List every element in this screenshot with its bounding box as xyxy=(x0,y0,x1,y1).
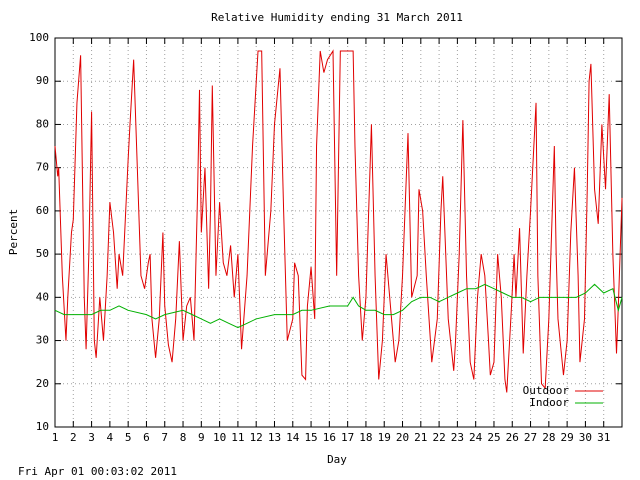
x-tick-label: 6 xyxy=(143,431,150,444)
x-tick-label: 22 xyxy=(432,431,445,444)
y-axis-label: Percent xyxy=(7,209,20,255)
x-tick-label: 9 xyxy=(198,431,205,444)
x-tick-label: 18 xyxy=(359,431,372,444)
x-tick-label: 16 xyxy=(323,431,336,444)
x-tick-label: 19 xyxy=(378,431,391,444)
y-tick-label: 40 xyxy=(36,290,49,303)
y-tick-label: 20 xyxy=(36,377,49,390)
x-tick-label: 2 xyxy=(70,431,77,444)
x-tick-label: 3 xyxy=(88,431,95,444)
y-tick-label: 50 xyxy=(36,247,49,260)
y-tick-label: 60 xyxy=(36,204,49,217)
x-tick-label: 26 xyxy=(506,431,519,444)
x-axis-label: Day xyxy=(327,453,347,466)
x-tick-label: 28 xyxy=(542,431,555,444)
x-tick-label: 7 xyxy=(161,431,168,444)
legend-label: Indoor xyxy=(529,396,569,409)
y-tick-label: 80 xyxy=(36,117,49,130)
x-tick-label: 25 xyxy=(487,431,500,444)
plot-border xyxy=(54,37,623,428)
x-tick-label: 8 xyxy=(180,431,187,444)
chart-title: Relative Humidity ending 31 March 2011 xyxy=(211,11,463,24)
x-tick-label: 29 xyxy=(561,431,574,444)
data-line xyxy=(54,283,623,329)
x-tick-label: 23 xyxy=(451,431,464,444)
x-tick-label: 13 xyxy=(268,431,281,444)
x-tick-label: 5 xyxy=(125,431,132,444)
x-tick-label: 24 xyxy=(469,431,483,444)
y-tick-label: 90 xyxy=(36,74,49,87)
y-tick-label: 70 xyxy=(36,161,49,174)
footer: Fri Apr 01 00:03:02 2011 xyxy=(18,465,177,478)
x-tick-label: 17 xyxy=(341,431,354,444)
x-tick-label: 31 xyxy=(597,431,610,444)
y-tick-label: 10 xyxy=(36,420,49,433)
data-line xyxy=(54,49,623,393)
x-tick-label: 30 xyxy=(579,431,592,444)
x-tick-label: 10 xyxy=(213,431,226,444)
x-tick-label: 15 xyxy=(304,431,317,444)
legend-label: Outdoor xyxy=(523,384,570,397)
x-tick-label: 11 xyxy=(231,431,244,444)
x-tick-label: 14 xyxy=(286,431,300,444)
x-tick-label: 20 xyxy=(396,431,409,444)
x-tick-label: 4 xyxy=(107,431,114,444)
y-tick-label: 100 xyxy=(29,31,49,44)
x-tick-label: 12 xyxy=(250,431,263,444)
x-tick-label: 21 xyxy=(414,431,427,444)
x-tick-label: 1 xyxy=(52,431,59,444)
y-tick-label: 30 xyxy=(36,334,49,347)
x-tick-label: 27 xyxy=(524,431,537,444)
